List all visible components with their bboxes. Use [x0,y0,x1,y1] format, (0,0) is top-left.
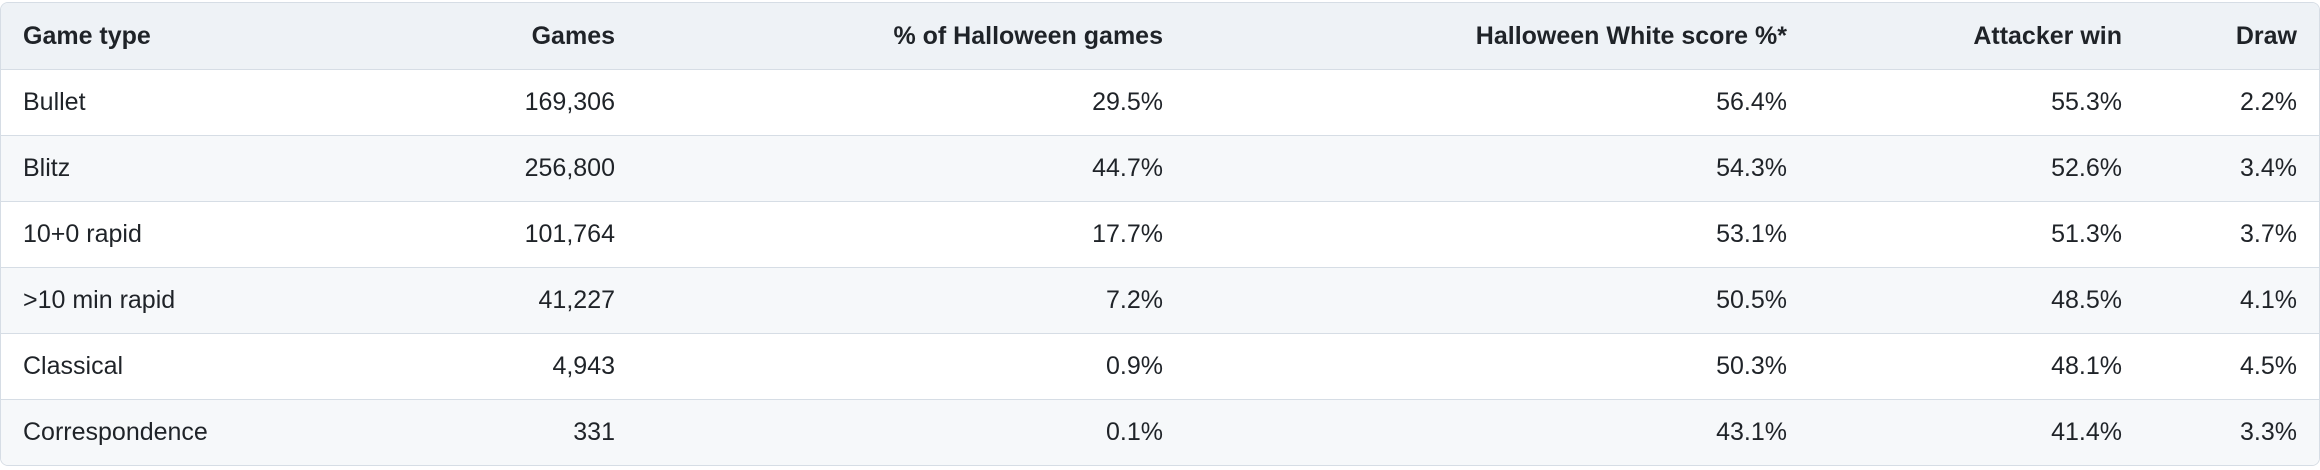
table-cell: 50.3% [1185,333,1809,400]
table-cell: 17.7% [637,201,1185,268]
table-cell: Correspondence [1,399,301,465]
table-cell: 56.4% [1185,69,1809,136]
table-cell: 4.1% [2144,267,2319,334]
table-cell: 50.5% [1185,267,1809,334]
table-cell: 3.4% [2144,135,2319,202]
table-cell: 2.2% [2144,69,2319,136]
header-cell: Games [301,3,637,70]
table-cell: 29.5% [637,69,1185,136]
table-cell: Blitz [1,135,301,202]
stats-table: Game type Games% of Halloween games Hallow… [1,3,2319,465]
table-cell: 55.3% [1809,69,2144,136]
header-cell: % of Halloween games [637,3,1185,70]
table-cell: 41.4% [1809,399,2144,465]
table-row: Correspondence 331 0.1% 43.1% 41.4% 3.3% [1,399,2319,465]
table-row: Classical 4,943 0.9% 50.3% 48.1% 4.5% [1,333,2319,400]
table-cell: 0.9% [637,333,1185,400]
table-cell: 101,764 [301,201,637,268]
table-cell: 54.3% [1185,135,1809,202]
table-cell: >10 min rapid [1,267,301,334]
table-row: Blitz 256,800 44.7% 54.3% 52.6% 3.4% [1,135,2319,202]
table-cell: 4,943 [301,333,637,400]
table-cell: 7.2% [637,267,1185,334]
header-cell: Halloween White score %* [1185,3,1809,70]
table-row: Bullet 169,306 29.5% 56.4% 55.3% 2.2% [1,69,2319,136]
table-cell: 3.7% [2144,201,2319,268]
header-cell: Attacker win [1809,3,2144,70]
table-cell: 10+0 rapid [1,201,301,268]
table-row: 10+0 rapid 101,764 17.7% 53.1% 51.3% 3.7% [1,201,2319,268]
table-cell: Bullet [1,69,301,136]
table-cell: 51.3% [1809,201,2144,268]
table-body: Bullet 169,306 29.5% 56.4% 55.3% 2.2% Blitz 256… [1,69,2319,465]
header-cell: Draw [2144,3,2319,70]
table-cell: 44.7% [637,135,1185,202]
table-cell: 0.1% [637,399,1185,465]
table-cell: 48.1% [1809,333,2144,400]
table-cell: 4.5% [2144,333,2319,400]
table-cell: 41,227 [301,267,637,334]
table-cell: Classical [1,333,301,400]
table-cell: 52.6% [1809,135,2144,202]
table-cell: 3.3% [2144,399,2319,465]
table-cell: 43.1% [1185,399,1809,465]
header-row: Game type Games% of Halloween games Hallow… [1,3,2319,70]
table-cell: 169,306 [301,69,637,136]
table-cell: 48.5% [1809,267,2144,334]
table-cell: 53.1% [1185,201,1809,268]
table-cell: 256,800 [301,135,637,202]
table-cell: 331 [301,399,637,465]
header-cell: Game type [1,3,301,70]
table-row: >10 min rapid 41,227 7.2% 50.5% 48.5% 4.1% [1,267,2319,334]
